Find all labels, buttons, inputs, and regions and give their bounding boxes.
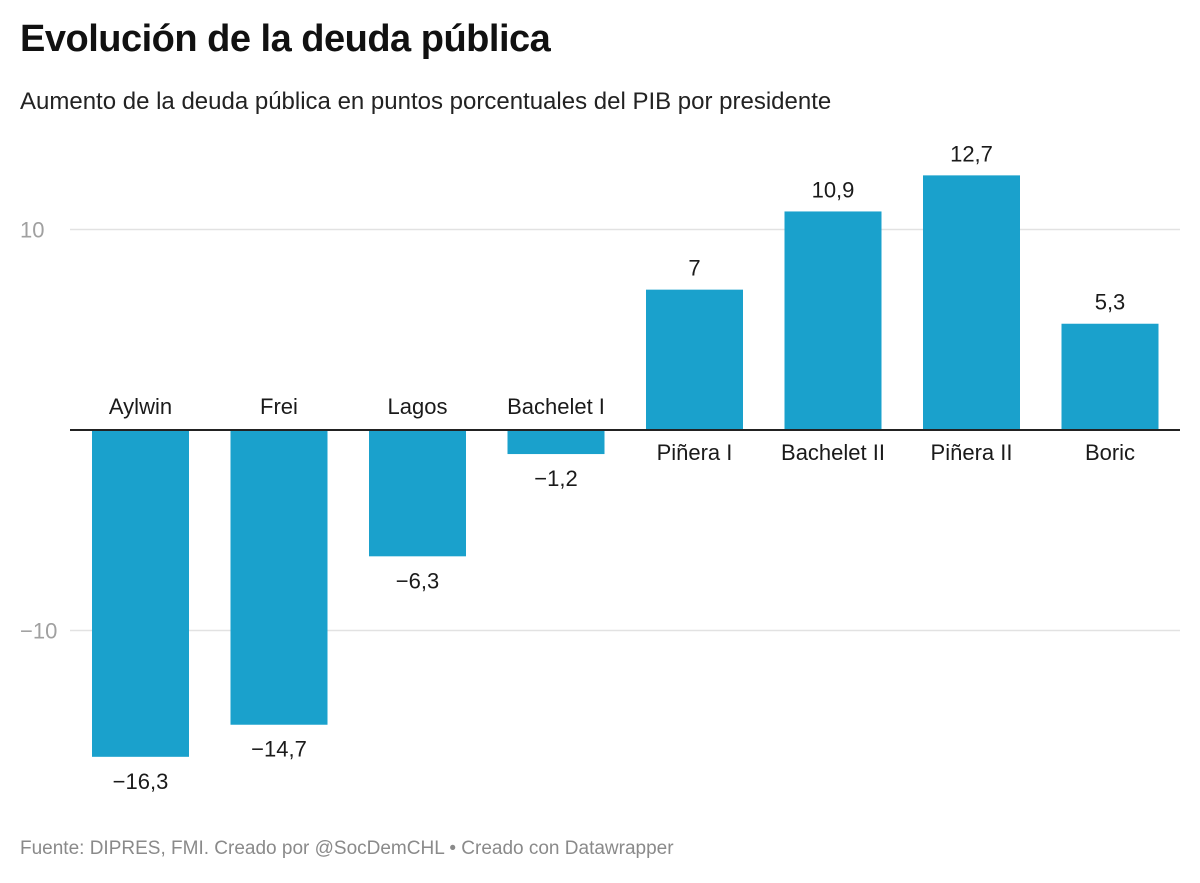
category-label: Bachelet I xyxy=(507,394,605,419)
bar xyxy=(230,430,328,725)
value-label: 12,7 xyxy=(950,141,993,166)
bar xyxy=(923,175,1020,430)
bar xyxy=(784,211,882,430)
value-label: −1,2 xyxy=(534,466,577,491)
source-footer: Fuente: DIPRES, FMI. Creado por @SocDemC… xyxy=(20,838,674,859)
value-label: 10,9 xyxy=(812,177,855,202)
category-label: Bachelet II xyxy=(781,440,885,465)
category-label: Frei xyxy=(260,394,298,419)
category-label: Boric xyxy=(1085,440,1135,465)
value-label: 7 xyxy=(688,256,700,281)
bar xyxy=(1061,323,1159,430)
value-label: −16,3 xyxy=(113,769,169,794)
chart-subtitle: Aumento de la deuda pública en puntos po… xyxy=(20,88,832,115)
y-tick-label: −10 xyxy=(20,619,57,644)
bars xyxy=(92,175,1159,757)
y-tick-label: 10 xyxy=(20,218,44,243)
category-label: Piñera I xyxy=(657,440,733,465)
bar-chart: 10 −10 −16,3 Aylwin −14,7 Frei −6,3 Lagos −1,2 B… xyxy=(20,141,1180,794)
chart-title: Evolución de la deuda pública xyxy=(20,18,551,60)
category-label: Piñera II xyxy=(931,440,1013,465)
labels: −16,3 Aylwin −14,7 Frei −6,3 Lagos −1,2 Bachele… xyxy=(109,141,1135,793)
category-label: Aylwin xyxy=(109,394,172,419)
bar xyxy=(646,289,743,430)
value-label: −14,7 xyxy=(251,737,307,762)
category-label: Lagos xyxy=(388,394,448,419)
bar xyxy=(369,430,466,557)
value-label: 5,3 xyxy=(1095,290,1126,315)
bar xyxy=(92,430,189,757)
value-label: −6,3 xyxy=(396,568,439,593)
bar xyxy=(507,430,605,455)
